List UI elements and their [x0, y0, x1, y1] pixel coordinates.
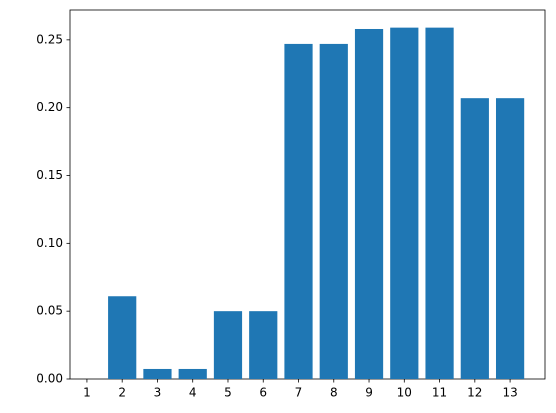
bar [249, 311, 278, 379]
y-tick-label: 0.20 [36, 100, 63, 114]
x-tick-label: 4 [189, 386, 197, 400]
bar [390, 27, 419, 380]
x-tick-label: 13 [502, 386, 517, 400]
x-tick-label: 9 [365, 386, 373, 400]
bar [495, 98, 525, 379]
x-tick-label: 8 [330, 386, 338, 400]
x-tick-label: 3 [154, 386, 162, 400]
bar [319, 43, 348, 380]
y-tick-label: 0.05 [36, 304, 63, 318]
y-tick-label: 0.00 [36, 372, 63, 386]
x-tick-label: 10 [397, 386, 412, 400]
bar [354, 28, 384, 380]
bar [143, 368, 172, 379]
bar [108, 296, 137, 379]
x-tick-label: 6 [259, 386, 267, 400]
bar [178, 368, 207, 379]
x-tick-label: 5 [224, 386, 232, 400]
x-tick-label: 1 [83, 386, 91, 400]
y-tick-label: 0.10 [36, 236, 63, 250]
x-tick-label: 7 [295, 386, 303, 400]
bar [460, 98, 489, 379]
y-tick-label: 0.25 [36, 32, 63, 46]
x-tick-label: 2 [118, 386, 126, 400]
bar [425, 27, 454, 380]
x-tick-label: 11 [432, 386, 447, 400]
bar [284, 43, 313, 380]
y-tick-label: 0.15 [36, 168, 63, 182]
x-tick-label: 12 [467, 386, 482, 400]
bar [213, 311, 243, 379]
